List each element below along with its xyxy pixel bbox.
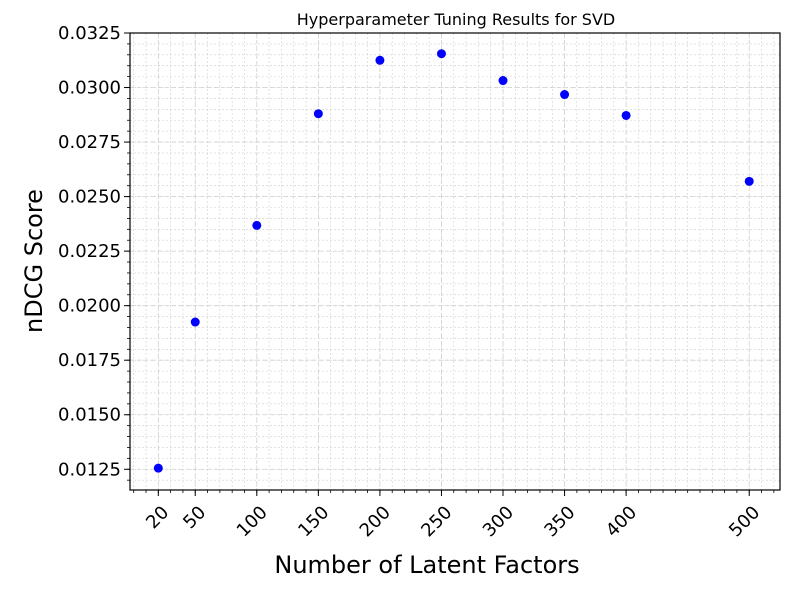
x-tick-label: 50 [179, 502, 210, 533]
y-tick-label: 0.0175 [58, 350, 121, 371]
data-points [153, 49, 754, 473]
y-tick-label: 0.0225 [58, 241, 121, 262]
plot-frame [129, 32, 781, 491]
x-tick-label: 200 [356, 502, 395, 541]
y-axis-label: nDCG Score [20, 189, 48, 333]
y-tick-label: 0.0325 [58, 23, 121, 44]
chart-title: Hyperparameter Tuning Results for SVD [297, 10, 615, 29]
x-tick-label: 300 [479, 502, 518, 541]
y-tick-label: 0.0250 [58, 187, 121, 208]
data-point [436, 49, 446, 59]
data-point [313, 109, 323, 119]
x-tick-label: 350 [540, 502, 579, 541]
y-tick-label: 0.0150 [58, 405, 121, 426]
x-axis-label: Number of Latent Factors [274, 551, 579, 579]
data-point [190, 317, 200, 327]
x-tick-label: 150 [294, 502, 333, 541]
grid-lines [130, 32, 780, 490]
x-tick-label: 500 [725, 502, 764, 541]
data-point [498, 76, 508, 86]
axis-ticks: 20 50 100 150 200 250 300 350 400 500 0.0125 0.0150… [58, 23, 775, 541]
y-tick-label: 0.0200 [58, 296, 121, 317]
data-point [252, 220, 262, 230]
data-point [621, 110, 631, 120]
y-tick-label: 0.0125 [58, 459, 121, 480]
data-point [744, 176, 754, 186]
data-point [560, 90, 570, 100]
data-point [153, 463, 163, 473]
data-point [375, 55, 385, 65]
y-tick-label: 0.0300 [58, 78, 121, 99]
x-tick-label: 100 [233, 502, 272, 541]
y-tick-label: 0.0275 [58, 132, 121, 153]
x-tick-label: 400 [602, 502, 641, 541]
x-tick-label: 20 [142, 502, 173, 533]
x-tick-label: 250 [417, 502, 456, 541]
